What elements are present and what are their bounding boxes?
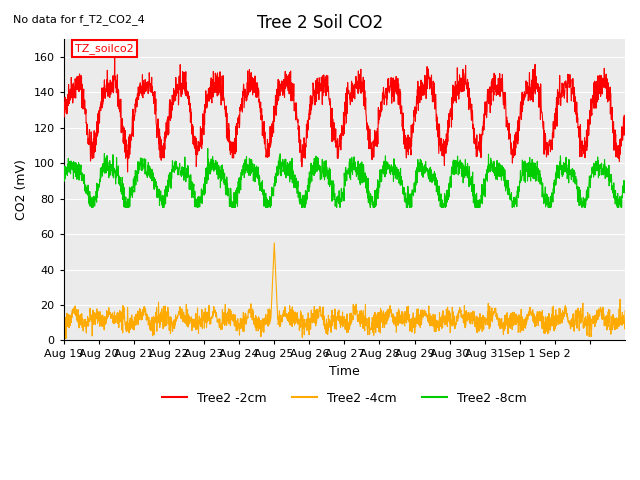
Text: No data for f_T2_CO2_4: No data for f_T2_CO2_4 (13, 14, 145, 25)
X-axis label: Time: Time (329, 365, 360, 378)
Text: TZ_soilco2: TZ_soilco2 (75, 43, 134, 54)
Text: Tree 2 Soil CO2: Tree 2 Soil CO2 (257, 14, 383, 33)
Y-axis label: CO2 (mV): CO2 (mV) (15, 159, 28, 220)
Legend: Tree2 -2cm, Tree2 -4cm, Tree2 -8cm: Tree2 -2cm, Tree2 -4cm, Tree2 -8cm (157, 386, 531, 409)
